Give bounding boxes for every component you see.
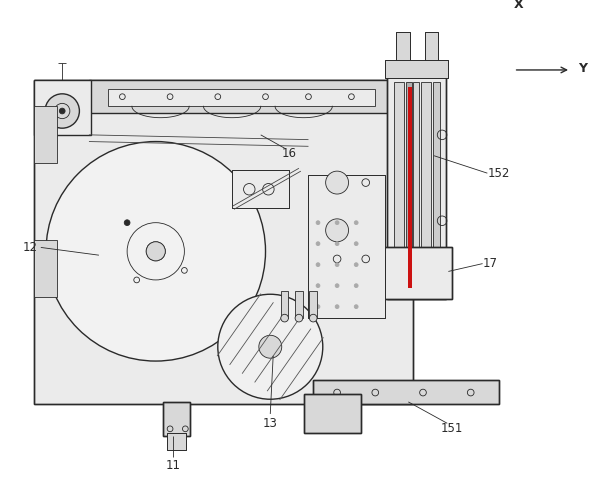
Bar xyxy=(232,170,289,208)
Circle shape xyxy=(326,171,349,194)
Circle shape xyxy=(316,305,320,308)
Bar xyxy=(310,291,317,318)
Bar xyxy=(304,394,361,433)
Bar xyxy=(313,380,500,404)
Bar xyxy=(34,80,91,135)
Bar xyxy=(164,402,190,435)
Bar xyxy=(421,82,431,292)
Circle shape xyxy=(146,242,165,261)
Circle shape xyxy=(316,263,320,266)
Text: 152: 152 xyxy=(488,166,510,180)
Circle shape xyxy=(326,219,349,242)
Circle shape xyxy=(218,294,323,399)
Bar xyxy=(385,61,448,78)
Bar xyxy=(328,256,385,289)
Circle shape xyxy=(354,284,358,287)
Text: 11: 11 xyxy=(165,459,180,471)
Bar xyxy=(385,61,448,78)
Bar xyxy=(167,433,186,450)
Bar xyxy=(89,80,404,113)
Bar xyxy=(281,291,289,318)
Bar xyxy=(318,246,452,299)
Bar xyxy=(295,291,302,318)
Circle shape xyxy=(354,263,358,266)
Bar xyxy=(34,240,58,297)
Bar xyxy=(387,70,446,299)
Circle shape xyxy=(59,108,65,114)
Bar xyxy=(425,32,438,78)
Circle shape xyxy=(45,94,80,128)
Text: 17: 17 xyxy=(482,257,497,270)
Circle shape xyxy=(316,242,320,245)
Circle shape xyxy=(46,142,265,361)
Circle shape xyxy=(310,314,317,322)
Bar xyxy=(308,175,385,318)
Circle shape xyxy=(335,284,339,287)
Bar xyxy=(432,82,440,292)
Circle shape xyxy=(295,314,302,322)
Text: 151: 151 xyxy=(440,422,463,435)
Circle shape xyxy=(316,221,320,224)
Bar xyxy=(308,175,385,318)
Bar xyxy=(34,106,58,163)
Bar xyxy=(304,394,361,433)
Text: 13: 13 xyxy=(263,417,278,429)
Bar xyxy=(397,32,410,78)
Circle shape xyxy=(259,335,282,358)
Bar xyxy=(313,380,500,404)
Circle shape xyxy=(335,263,339,266)
Circle shape xyxy=(281,314,289,322)
Text: X: X xyxy=(513,0,524,11)
Bar xyxy=(387,70,446,299)
Circle shape xyxy=(335,242,339,245)
Bar xyxy=(394,82,404,292)
Text: 12: 12 xyxy=(22,241,37,254)
Bar xyxy=(167,433,186,450)
Text: Y: Y xyxy=(577,61,586,75)
Circle shape xyxy=(335,221,339,224)
Bar xyxy=(232,170,289,208)
Circle shape xyxy=(335,305,339,308)
Bar xyxy=(34,80,413,404)
Bar xyxy=(397,32,410,78)
Bar xyxy=(89,80,404,113)
Circle shape xyxy=(354,242,358,245)
Bar xyxy=(408,87,412,287)
Circle shape xyxy=(124,220,130,225)
Circle shape xyxy=(354,305,358,308)
Bar xyxy=(108,89,376,106)
Circle shape xyxy=(354,221,358,224)
Bar xyxy=(425,32,438,78)
Bar xyxy=(164,402,190,435)
Bar xyxy=(318,246,452,299)
Circle shape xyxy=(316,284,320,287)
Text: 16: 16 xyxy=(282,147,297,161)
Bar xyxy=(413,82,419,292)
Bar xyxy=(406,82,412,292)
Bar xyxy=(34,80,413,404)
